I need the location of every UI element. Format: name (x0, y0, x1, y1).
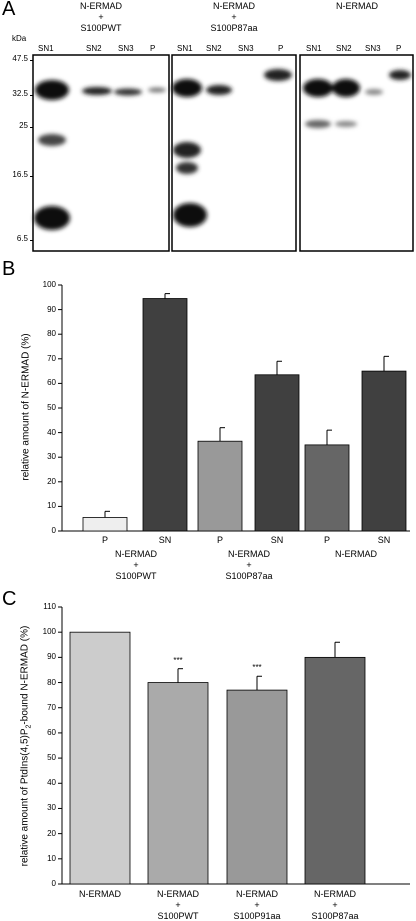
marker-label: 16.5 (12, 170, 28, 179)
bar-label: SN (158, 535, 172, 545)
blot-group-title: S100PWT (80, 23, 122, 33)
kda-label: kDa (12, 34, 27, 43)
category-label: S100P91aa (233, 911, 281, 921)
y-tick-label: 110 (43, 602, 56, 611)
category-label: + (175, 900, 181, 910)
category-label: S100P87aa (225, 571, 273, 581)
blot-image-1 (32, 54, 170, 252)
category-label: N-ERMAD (79, 889, 121, 899)
lane-label: SN3 (238, 44, 254, 53)
lane-label: SN1 (38, 44, 54, 53)
marker-label: 6.5 (16, 234, 28, 243)
y-tick-label: 50 (47, 753, 56, 763)
blot-group-title: S100P87aa (210, 23, 258, 33)
blot-group-title: N-ERMAD (80, 1, 122, 11)
lane-label: P (396, 44, 402, 53)
lane-label: SN3 (118, 44, 134, 53)
blot-group-title: + (231, 12, 237, 22)
marker-label: 32.5 (12, 89, 28, 98)
bar (304, 656, 366, 885)
category-label: N-ERMAD (115, 549, 157, 559)
bar-label: P (323, 535, 330, 545)
blot-images (32, 54, 414, 252)
y-tick-label: 10 (47, 501, 56, 511)
y-tick-label: 30 (47, 452, 56, 462)
bar (226, 689, 288, 885)
y-tick-label: 80 (47, 677, 56, 687)
bar (254, 374, 300, 532)
blot-group-title: + (98, 12, 104, 22)
bar (361, 370, 407, 532)
y-tick-label: 20 (47, 476, 56, 486)
lane-label: SN2 (336, 44, 352, 53)
category-label: S100PWT (115, 571, 157, 581)
y-tick-label: 40 (47, 778, 56, 788)
significance-label: *** (252, 663, 262, 673)
y-tick-label: 70 (47, 353, 56, 363)
bar (142, 298, 188, 532)
y-tick-label: 10 (47, 853, 56, 863)
y-tick-label: 100 (42, 627, 56, 637)
y-tick-label: 80 (47, 329, 56, 339)
bar (304, 444, 350, 532)
category-label: + (332, 900, 338, 910)
y-tick-label: 90 (47, 652, 56, 662)
lane-label: SN1 (177, 44, 193, 53)
panel-letter-b: B (2, 258, 16, 280)
y-tick-label: 60 (47, 378, 56, 388)
lane-label: SN2 (206, 44, 222, 53)
y-tick-label: 30 (47, 803, 56, 813)
category-label: N-ERMAD (314, 889, 356, 899)
y-tick-label: 70 (47, 702, 56, 712)
bar-label: P (101, 535, 108, 545)
y-tick-label: 50 (47, 403, 56, 412)
lane-label: SN1 (306, 44, 322, 53)
bar (197, 440, 243, 532)
category-label: S100PWT (157, 911, 199, 921)
y-tick-label: 90 (47, 304, 56, 314)
blot-image-2 (171, 54, 297, 252)
lane-label: P (278, 44, 284, 53)
chart-c-ylabel-sub: 2 (25, 724, 33, 729)
y-tick-label: 0 (51, 526, 56, 535)
bar (69, 631, 131, 885)
panel-letter-a: A (2, 0, 16, 20)
category-label: + (246, 560, 252, 570)
category-label: + (133, 560, 139, 570)
panel-letter-c: C (2, 588, 17, 610)
bar-label: SN (377, 535, 391, 545)
category-label: N-ERMAD (157, 889, 199, 899)
marker-label: 47.5 (12, 54, 28, 63)
lane-label: SN2 (86, 44, 102, 53)
blot-group-title: N-ERMAD (213, 1, 255, 11)
bar-label: SN (270, 535, 284, 545)
category-label: S100P87aa (311, 911, 359, 921)
blot-image-3 (299, 54, 414, 252)
y-tick-label: 0 (51, 879, 56, 888)
y-tick-label: 20 (47, 828, 56, 838)
chart-c-ylabel: relative amount of PtdIns(4,5)P2-bound N… (20, 626, 33, 867)
marker-label: 25 (19, 121, 28, 130)
y-tick-label: 40 (47, 427, 56, 437)
chart-c-ylabel-part3: -bound N-ERMAD (%) (19, 625, 31, 725)
category-label: N-ERMAD (335, 549, 377, 559)
bar-label: P (216, 535, 223, 545)
chart-c-ylabel-part1: relative amount of PtdIns(4,5)P (19, 728, 31, 867)
y-tick-label: 100 (42, 280, 56, 289)
chart-c-ylabel-box: relative amount of PtdIns(4,5)P2-bound N… (14, 606, 38, 886)
category-label: + (254, 900, 260, 910)
bar (147, 682, 209, 885)
significance-label: *** (173, 655, 183, 665)
lane-label: P (150, 44, 156, 53)
y-tick-label: 60 (47, 727, 56, 737)
category-label: N-ERMAD (228, 549, 270, 559)
category-label: N-ERMAD (236, 889, 278, 899)
lane-label: SN3 (365, 44, 381, 53)
blot-group-title: N-ERMAD (336, 1, 378, 11)
